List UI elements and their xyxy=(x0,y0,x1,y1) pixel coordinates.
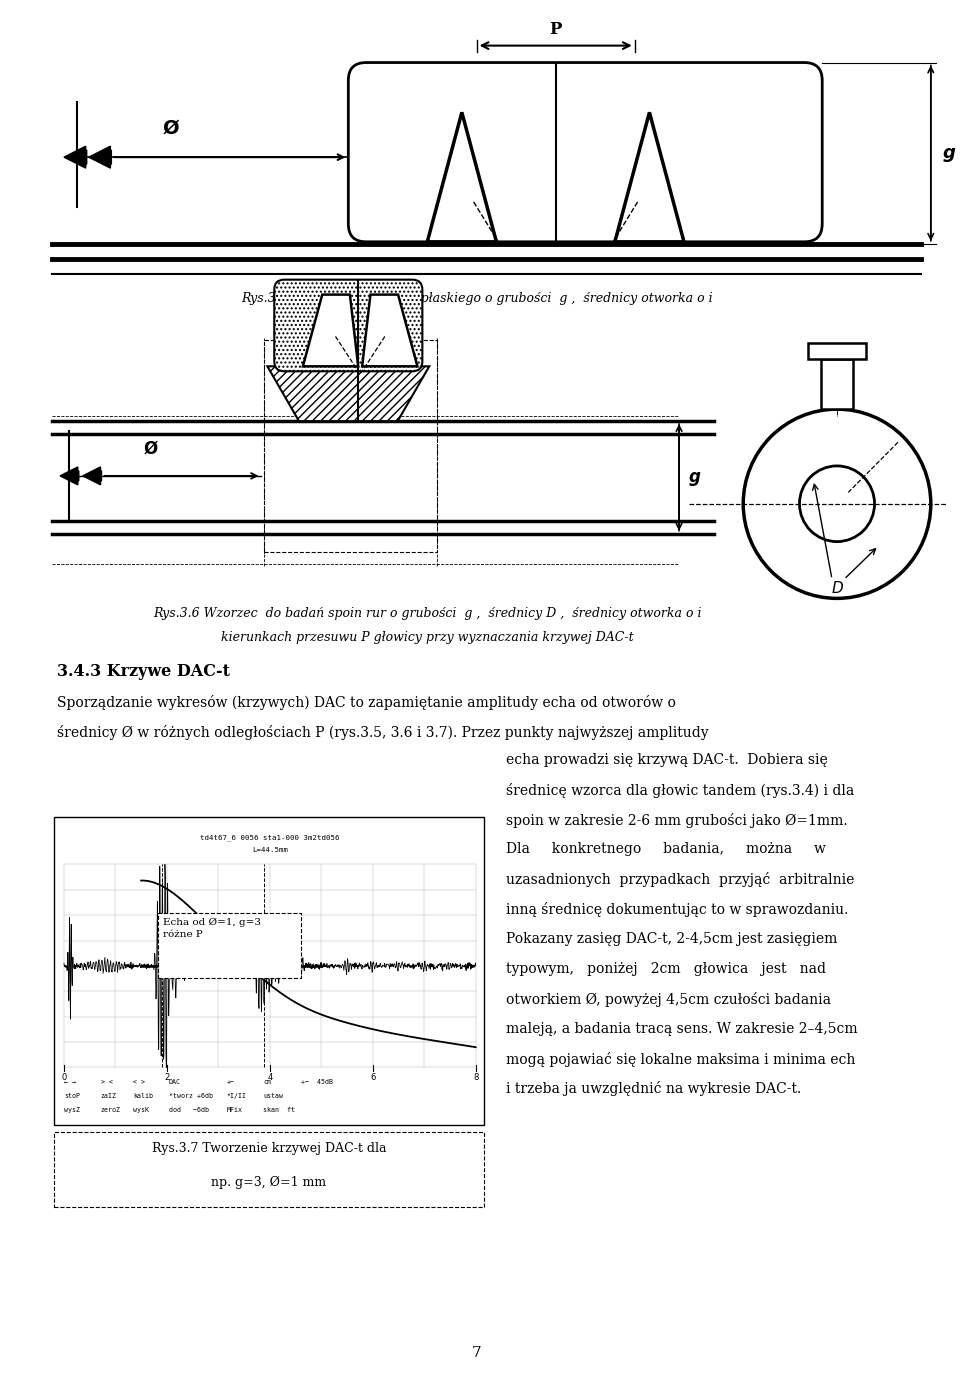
Text: 7: 7 xyxy=(472,1346,482,1360)
Text: *tworz +6db: *tworz +6db xyxy=(169,1093,212,1100)
Text: ← →: ← → xyxy=(64,1079,76,1086)
Text: Rys.3.5 Wzorzec  elementu  płaskiego o grubości  g ,  średnicy otworka o i: Rys.3.5 Wzorzec elementu płaskiego o gru… xyxy=(241,292,712,305)
Text: D: D xyxy=(832,582,844,597)
Polygon shape xyxy=(268,366,429,421)
Text: inną średnicę dokumentując to w sprawozdaniu.: inną średnicę dokumentując to w sprawozd… xyxy=(506,902,849,917)
Text: maleją, a badania tracą sens. W zakresie 2–4,5cm: maleją, a badania tracą sens. W zakresie… xyxy=(506,1022,858,1036)
Text: *I/II: *I/II xyxy=(227,1093,247,1100)
Text: dod   −6db: dod −6db xyxy=(169,1108,208,1114)
Text: spoin w zakresie 2-6 mm grubości jako Ø=1mm.: spoin w zakresie 2-6 mm grubości jako Ø=… xyxy=(506,813,848,827)
Polygon shape xyxy=(614,112,684,242)
Text: L=44.5mm: L=44.5mm xyxy=(252,848,288,853)
Text: 2: 2 xyxy=(164,1073,170,1083)
Text: MFix: MFix xyxy=(227,1108,243,1114)
Polygon shape xyxy=(427,112,496,242)
Bar xyxy=(808,343,866,359)
Text: średnicę wzorca dla głowic tandem (rys.3.4) i dla: średnicę wzorca dla głowic tandem (rys.3… xyxy=(506,783,854,798)
Text: g: g xyxy=(689,468,701,486)
Text: Dla     konkretnego     badania,     można     w: Dla konkretnego badania, można w xyxy=(506,842,827,856)
Text: kalib: kalib xyxy=(133,1093,153,1100)
Text: wysZ: wysZ xyxy=(64,1108,80,1114)
Text: td4t67_6 0056 sta1-000 3m2td056: td4t67_6 0056 sta1-000 3m2td056 xyxy=(200,834,340,841)
Text: Sporządzanie wykresów (krzywych) DAC to zapamiętanie amplitudy echa od otworów o: Sporządzanie wykresów (krzywych) DAC to … xyxy=(57,695,676,711)
Text: P: P xyxy=(549,21,562,37)
Text: Ø: Ø xyxy=(144,440,158,458)
FancyBboxPatch shape xyxy=(275,280,422,371)
Text: stoP: stoP xyxy=(64,1093,80,1100)
Text: zaIZ: zaIZ xyxy=(101,1093,116,1100)
Text: > <: > < xyxy=(101,1079,112,1086)
Text: 0: 0 xyxy=(61,1073,66,1083)
Text: DAC: DAC xyxy=(169,1079,180,1086)
Text: echa prowadzi się krzywą DAC-t.  Dobiera się: echa prowadzi się krzywą DAC-t. Dobiera … xyxy=(506,753,828,767)
Bar xyxy=(54,817,484,1125)
Bar xyxy=(821,359,852,409)
Text: cm: cm xyxy=(263,1079,272,1086)
Text: 3.4.3 Krzywe DAC-t: 3.4.3 Krzywe DAC-t xyxy=(57,663,230,680)
Text: kierunkach przesuwu P głowicy przy wyznaczania krzywej DAC-t: kierunkach przesuwu P głowicy przy wyzna… xyxy=(221,632,634,644)
Text: otworkiem Ø, powyżej 4,5cm czułości badania: otworkiem Ø, powyżej 4,5cm czułości bada… xyxy=(506,992,831,1007)
Text: skan  ft: skan ft xyxy=(263,1108,296,1114)
FancyArrow shape xyxy=(88,147,111,168)
Text: 8: 8 xyxy=(473,1073,478,1083)
Text: uzasadnionych  przypadkach  przyjąć  arbitralnie: uzasadnionych przypadkach przyjąć arbitr… xyxy=(506,873,854,888)
Text: wysK: wysK xyxy=(133,1108,149,1114)
Text: +−  45dB: +− 45dB xyxy=(300,1079,333,1086)
Polygon shape xyxy=(303,295,358,366)
Text: Rys.3.6 Wzorzec  do badań spoin rur o grubości  g ,  średnicy D ,  średnicy otwo: Rys.3.6 Wzorzec do badań spoin rur o gru… xyxy=(153,608,702,620)
Text: typowym,   poniżej   2cm   głowica   jest   nad: typowym, poniżej 2cm głowica jest nad xyxy=(506,963,827,976)
Text: +−: +− xyxy=(227,1079,235,1086)
Text: g: g xyxy=(943,144,955,162)
Text: Rys.3.7 Tworzenie krzywej DAC-t dla: Rys.3.7 Tworzenie krzywej DAC-t dla xyxy=(152,1143,386,1155)
FancyArrow shape xyxy=(64,147,86,168)
Text: ustaw: ustaw xyxy=(263,1093,283,1100)
Text: Ø: Ø xyxy=(162,118,179,137)
Text: zeroZ: zeroZ xyxy=(101,1108,121,1114)
Bar xyxy=(54,1132,484,1206)
Bar xyxy=(264,341,437,551)
Text: < >: < > xyxy=(133,1079,145,1086)
Text: Echa od Ø=1, g=3
różne P: Echa od Ø=1, g=3 różne P xyxy=(162,918,260,939)
Text: średnicy Ø w różnych odległościach P (rys.3.5, 3.6 i 3.7). Przez punkty najwyższ: średnicy Ø w różnych odległościach P (ry… xyxy=(57,724,708,740)
Text: mogą pojawiać się lokalne maksima i minima ech: mogą pojawiać się lokalne maksima i mini… xyxy=(506,1051,855,1066)
Text: i trzeba ja uwzględnić na wykresie DAC-t.: i trzeba ja uwzględnić na wykresie DAC-t… xyxy=(506,1082,802,1097)
Text: 4: 4 xyxy=(267,1073,273,1083)
FancyArrow shape xyxy=(83,467,102,485)
Bar xyxy=(157,913,300,978)
Text: 6: 6 xyxy=(370,1073,375,1083)
Polygon shape xyxy=(362,295,418,366)
Bar xyxy=(348,62,822,242)
Text: Pokazany zasięg DAC-t, 2-4,5cm jest zasięgiem: Pokazany zasięg DAC-t, 2-4,5cm jest zasi… xyxy=(506,932,838,946)
Text: np. g=3, Ø=1 mm: np. g=3, Ø=1 mm xyxy=(211,1176,326,1190)
FancyArrow shape xyxy=(60,467,79,485)
